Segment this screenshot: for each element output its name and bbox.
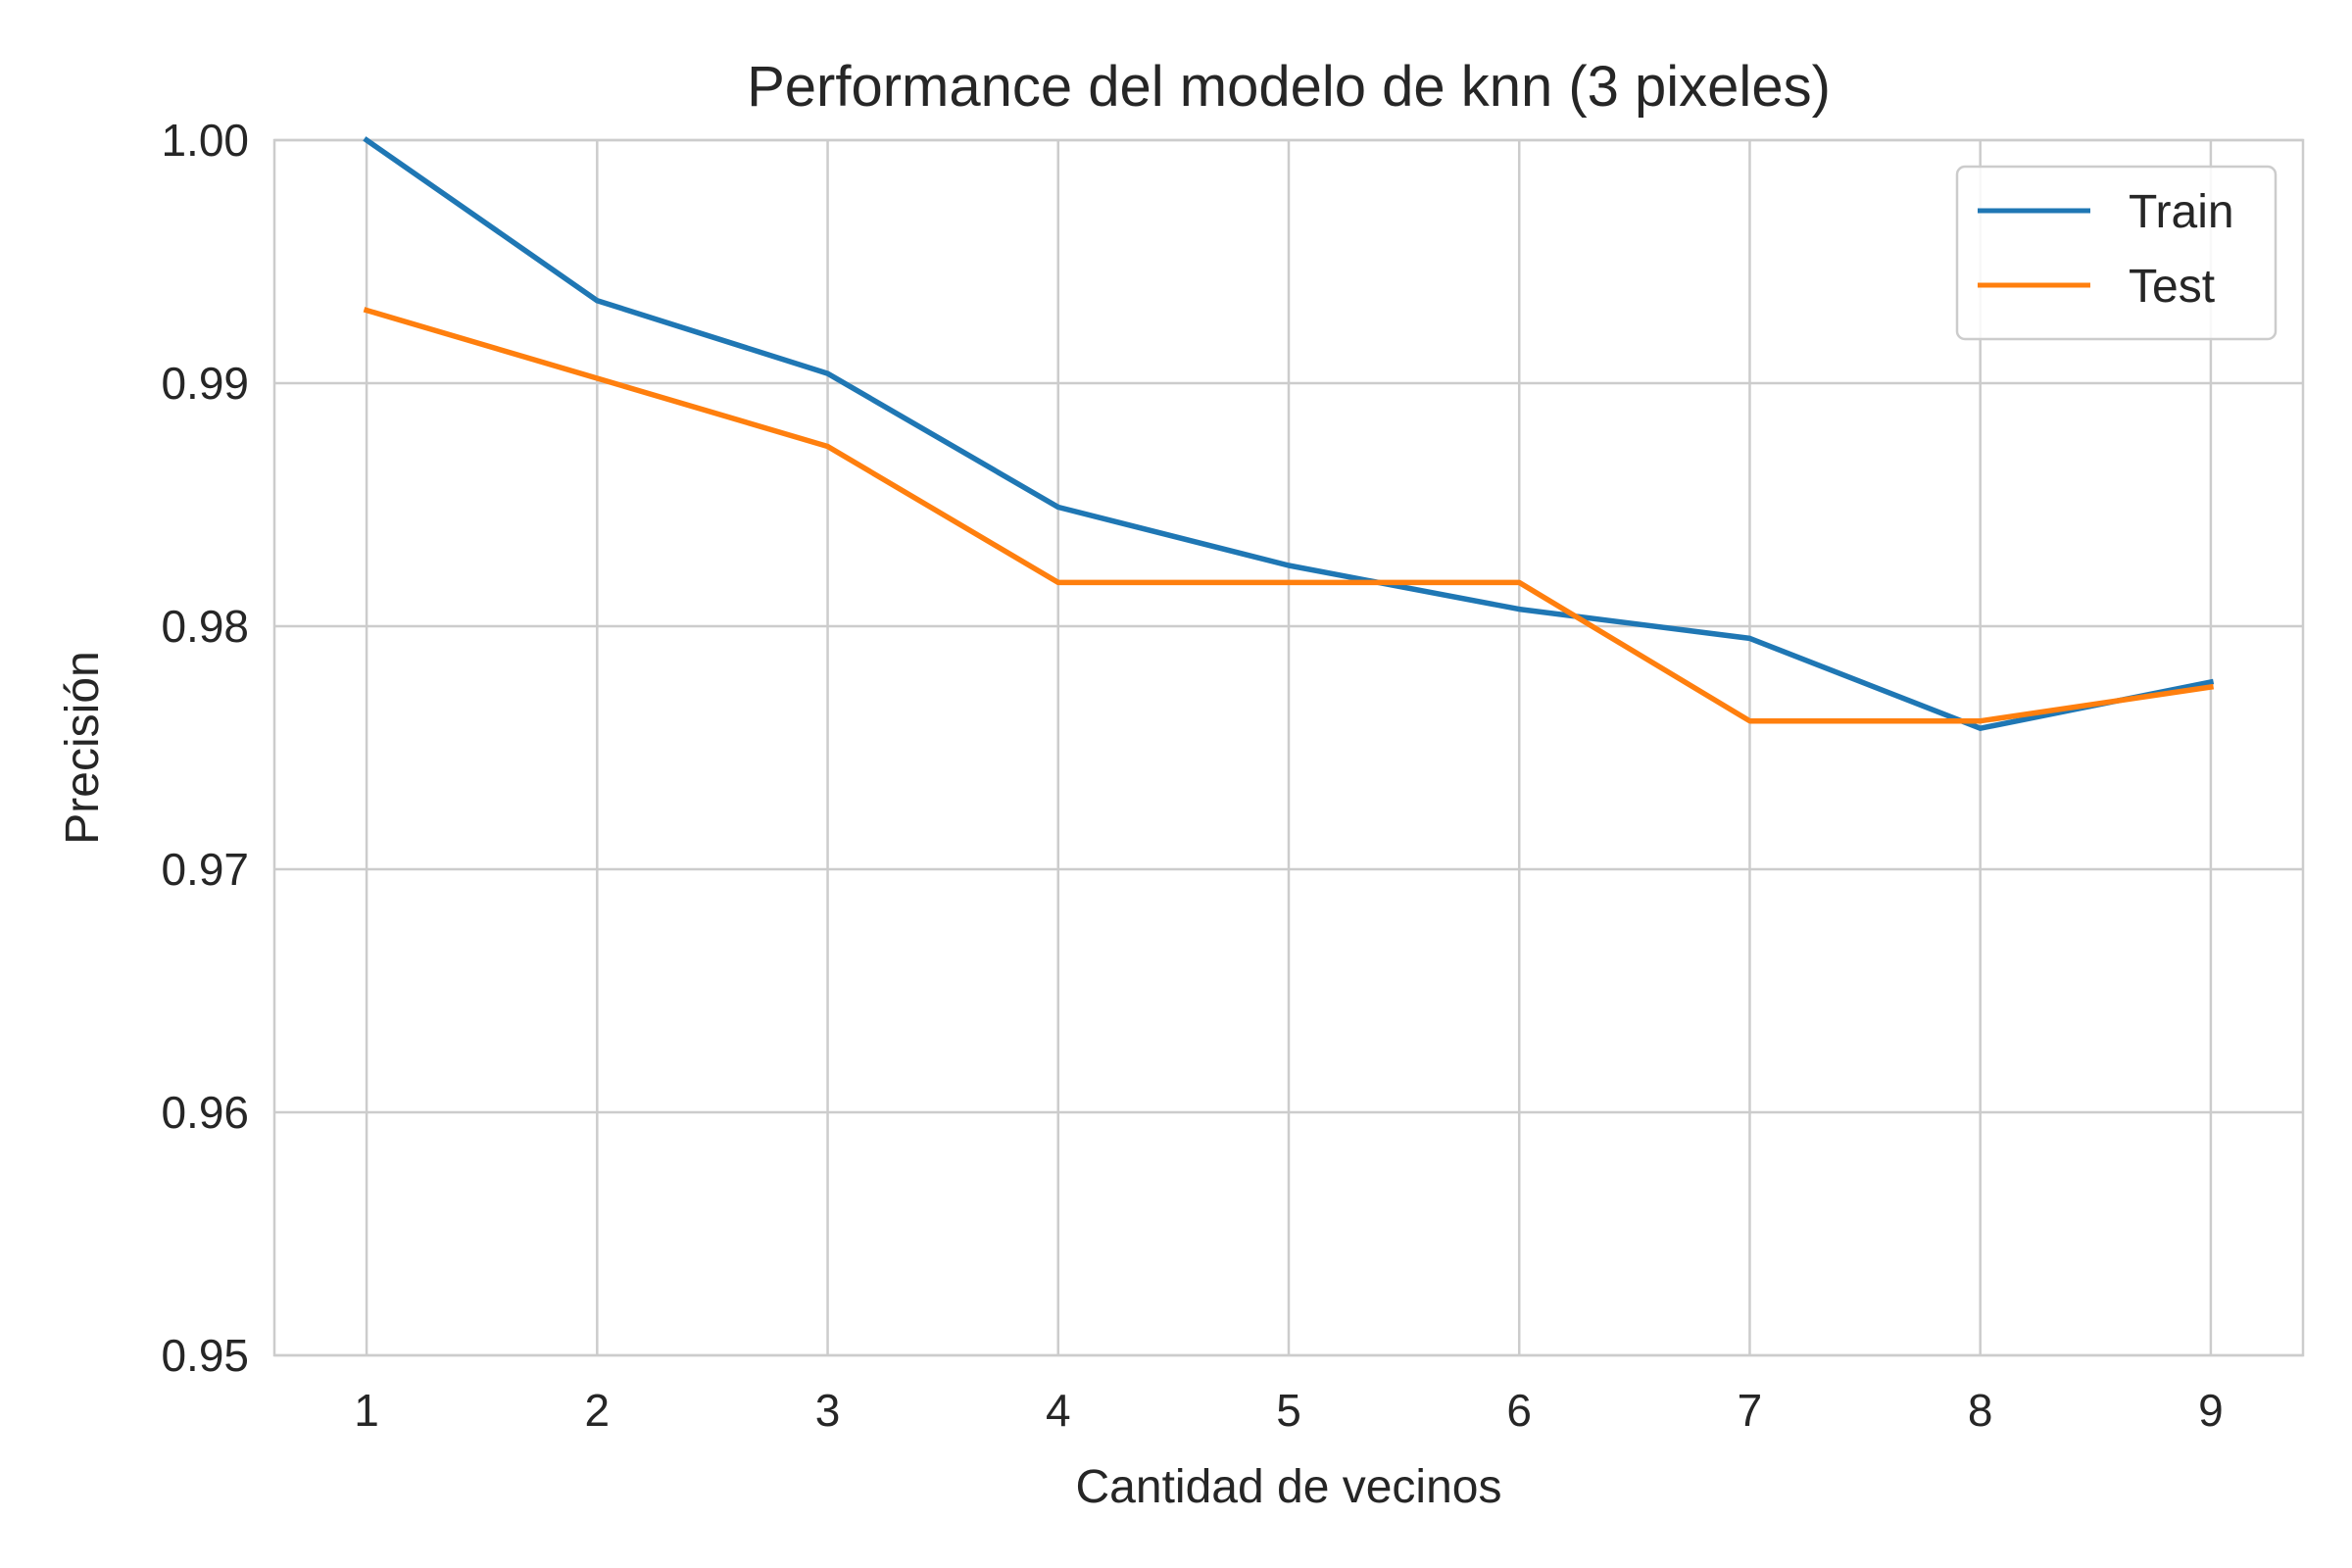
legend: Train Test	[1955, 165, 2278, 341]
y-axis-label: Precisión	[57, 651, 109, 844]
y-tick-label: 0.97	[161, 844, 249, 895]
plot-frame	[272, 138, 2305, 1357]
x-axis-label: Cantidad de vecinos	[1076, 1461, 1502, 1513]
x-tick-label: 8	[1968, 1385, 1993, 1436]
y-tick-label: 0.99	[161, 358, 249, 409]
x-tick-label: 9	[2198, 1385, 2224, 1436]
legend-label-train: Train	[2129, 186, 2234, 238]
x-tick-label: 3	[815, 1385, 841, 1436]
chart-title: Performance del modelo de knn (3 pixeles…	[747, 55, 1831, 119]
legend-label-test: Test	[2129, 261, 2215, 313]
tick-labels: 1 2 3 4 5 6 7 8 9 0.95 0.96 0.97 0.98 0.99 1.00	[161, 115, 2223, 1436]
series-line-train	[363, 136, 2215, 731]
series-line-test	[363, 307, 2215, 724]
x-tick-label: 4	[1046, 1385, 1071, 1436]
series-lines	[363, 136, 2215, 731]
x-tick-label: 5	[1276, 1385, 1301, 1436]
x-tick-label: 1	[354, 1385, 379, 1436]
y-tick-label: 0.98	[161, 601, 249, 652]
x-tick-label: 6	[1506, 1385, 1532, 1436]
x-tick-label: 7	[1738, 1385, 1763, 1436]
y-tick-label: 1.00	[161, 115, 249, 166]
y-tick-label: 0.95	[161, 1330, 249, 1381]
y-tick-label: 0.96	[161, 1087, 249, 1138]
x-tick-label: 2	[585, 1385, 611, 1436]
